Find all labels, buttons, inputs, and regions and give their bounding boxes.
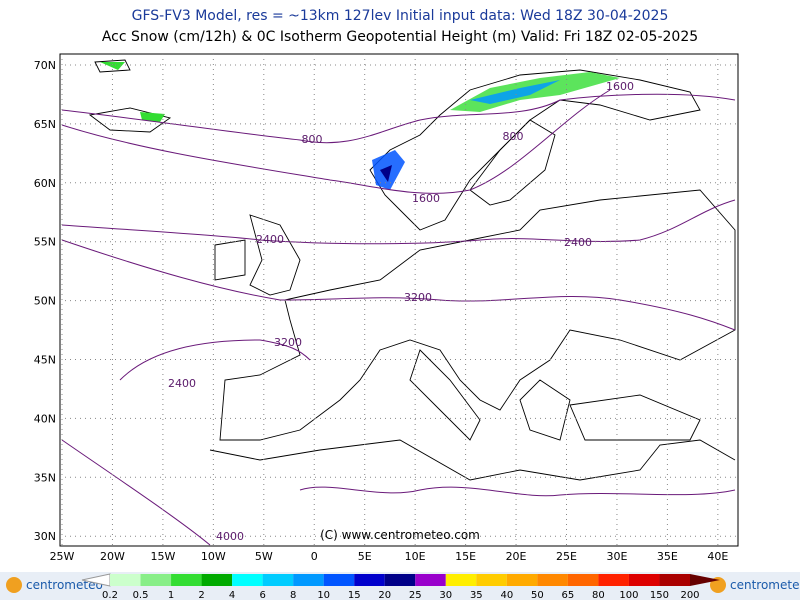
legend-swatch bbox=[232, 574, 263, 586]
map bbox=[59, 53, 739, 547]
lat-label: 60N bbox=[34, 177, 56, 190]
legend-swatch bbox=[110, 574, 141, 586]
legend-end bbox=[690, 574, 720, 586]
lat-label: 40N bbox=[34, 412, 56, 425]
logo: centrometeo bbox=[26, 578, 103, 592]
lat-label: 55N bbox=[34, 236, 56, 249]
lat-label: 65N bbox=[34, 118, 56, 131]
legend-label: 15 bbox=[348, 590, 361, 600]
contour-label: 1600 bbox=[606, 80, 634, 93]
legend-swatch bbox=[628, 574, 660, 586]
lon-label: 10E bbox=[405, 550, 426, 563]
legend-swatch bbox=[323, 574, 355, 586]
graticule bbox=[60, 54, 738, 546]
legend-label: 25 bbox=[409, 590, 422, 600]
lon-label: 10W bbox=[201, 550, 226, 563]
lon-label: 5E bbox=[358, 550, 372, 563]
legend-swatch bbox=[384, 574, 416, 586]
legend-label: 30 bbox=[439, 590, 452, 600]
legend-swatch bbox=[476, 574, 507, 586]
legend-swatch bbox=[171, 574, 202, 586]
legend-label: 35 bbox=[470, 590, 483, 600]
legend-swatch bbox=[415, 574, 446, 586]
contour-label: 3200 bbox=[274, 336, 302, 349]
legend-label: 50 bbox=[531, 590, 544, 600]
legend-swatch bbox=[140, 574, 172, 586]
isotherm-contours bbox=[61, 89, 736, 546]
legend-label: 2 bbox=[198, 590, 204, 600]
lat-label: 45N bbox=[34, 354, 56, 367]
lat-label: 35N bbox=[34, 471, 56, 484]
contour-label: 3200 bbox=[404, 291, 432, 304]
subtitle: Acc Snow (cm/12h) & 0C Isotherm Geopoten… bbox=[102, 29, 698, 45]
legend-label: 40 bbox=[500, 590, 513, 600]
logo-icon bbox=[6, 577, 22, 593]
legend-label: 6 bbox=[259, 590, 265, 600]
legend-swatch bbox=[293, 574, 324, 586]
map-frame bbox=[59, 53, 739, 547]
legend-swatch bbox=[506, 574, 538, 586]
lon-label: 5W bbox=[255, 550, 273, 563]
lat-label: 50N bbox=[34, 295, 56, 308]
lat-label: 30N bbox=[34, 530, 56, 543]
lon-label: 15W bbox=[150, 550, 175, 563]
legend-label: 8 bbox=[290, 590, 296, 600]
contour-label: 800 bbox=[503, 130, 524, 143]
legend-swatch bbox=[201, 574, 233, 586]
legend-swatch bbox=[262, 574, 294, 586]
lon-label: 30E bbox=[606, 550, 627, 563]
lon-label: 35E bbox=[657, 550, 678, 563]
title: GFS-FV3 Model, res = ~13km 127lev Initia… bbox=[132, 8, 669, 24]
legend-swatch bbox=[567, 574, 599, 586]
contour-label: 4000 bbox=[216, 530, 244, 543]
legend-label: 100 bbox=[619, 590, 638, 600]
legend-label: 200 bbox=[680, 590, 699, 600]
lon-label: 15E bbox=[455, 550, 476, 563]
legend-label: 1 bbox=[168, 590, 174, 600]
legend-swatch bbox=[659, 574, 690, 586]
contour-label: 2400 bbox=[168, 377, 196, 390]
contour-label: 800 bbox=[302, 133, 323, 146]
snow-areas bbox=[100, 62, 620, 190]
credit: (C) www.centrometeo.com bbox=[320, 528, 480, 542]
logo: centrometeo bbox=[730, 578, 800, 592]
lon-label: 25E bbox=[556, 550, 577, 563]
legend-label: 65 bbox=[562, 590, 575, 600]
lon-label: 40E bbox=[707, 550, 728, 563]
legend-label: 80 bbox=[592, 590, 605, 600]
legend-label: 0.2 bbox=[102, 590, 118, 600]
contour-label: 2400 bbox=[564, 236, 592, 249]
legend-label: 4 bbox=[229, 590, 235, 600]
contour-label: 1600 bbox=[412, 192, 440, 205]
lon-label: 25W bbox=[50, 550, 75, 563]
legend-swatch bbox=[598, 574, 629, 586]
legend-label: 0.5 bbox=[133, 590, 149, 600]
lon-label: 20E bbox=[506, 550, 527, 563]
legend-label: 20 bbox=[378, 590, 391, 600]
legend-swatch bbox=[354, 574, 385, 586]
legend-swatch bbox=[445, 574, 477, 586]
contour-label: 2400 bbox=[256, 233, 284, 246]
legend-swatch bbox=[537, 574, 568, 586]
lon-label: 0 bbox=[311, 550, 318, 563]
legend-label: 150 bbox=[650, 590, 669, 600]
legend-label: 10 bbox=[317, 590, 330, 600]
lon-label: 20W bbox=[100, 550, 125, 563]
lat-label: 70N bbox=[34, 59, 56, 72]
